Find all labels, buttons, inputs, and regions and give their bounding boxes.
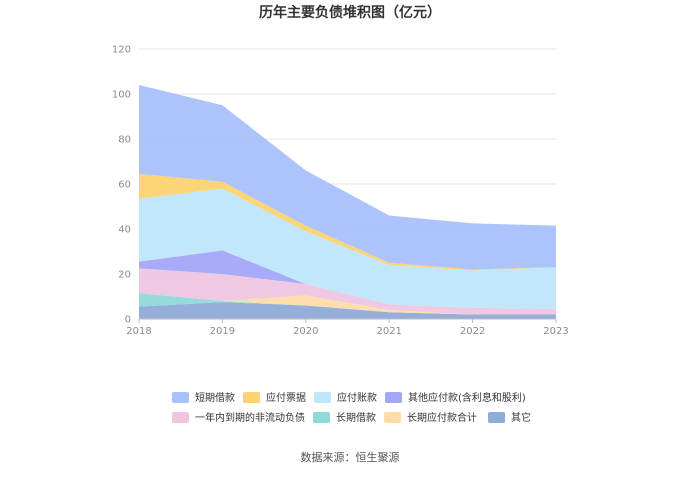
- legend-swatch: [385, 392, 402, 403]
- x-tick-label: 2021: [376, 326, 401, 337]
- x-tick-label: 2022: [460, 326, 485, 337]
- x-tick-label: 2018: [126, 326, 151, 337]
- legend-item[interactable]: 长期借款: [313, 411, 376, 424]
- legend-item[interactable]: 一年内到期的非流动负债: [172, 411, 305, 424]
- area-series-6[interactable]: [139, 173, 556, 271]
- x-tick-label: 2020: [293, 326, 318, 337]
- y-tick-label: 0: [125, 315, 131, 326]
- legend-item[interactable]: 长期应付款合计: [384, 411, 477, 424]
- x-tick-label: 2019: [210, 326, 235, 337]
- area-series-4[interactable]: [139, 250, 556, 309]
- legend-swatch: [172, 392, 189, 403]
- legend-item[interactable]: 应付账款: [314, 391, 377, 404]
- y-tick-label: 80: [118, 135, 131, 146]
- axes: 0 20 40 60 80 100 120 2018 2019 2020 2021 2022 2023: [112, 45, 569, 338]
- y-tick-label: 60: [118, 180, 131, 191]
- legend-label: 长期借款: [336, 411, 376, 424]
- y-tick-label: 40: [118, 225, 131, 236]
- x-tick-label: 2023: [543, 326, 568, 337]
- legend-label: 一年内到期的非流动负债: [195, 411, 305, 424]
- legend-item[interactable]: 短期借款: [172, 391, 235, 404]
- area-series-3[interactable]: [139, 268, 556, 315]
- legend-label: 应付账款: [337, 391, 377, 404]
- area-series-7[interactable]: [139, 85, 556, 270]
- y-tick-label: 100: [112, 90, 131, 101]
- legend-label: 长期应付款合计: [407, 411, 477, 424]
- legend: 短期借款 应付票据 应付账款 其他应付款(含利息和股利) 一年内到期的非流动负债 长期借款…: [172, 391, 531, 424]
- legend-label: 其它: [511, 411, 531, 424]
- legend-label: 应付票据: [266, 391, 306, 404]
- legend-swatch: [384, 412, 401, 423]
- legend-swatch: [313, 412, 330, 423]
- legend-swatch: [172, 412, 189, 423]
- chart-title: 历年主要负债堆积图（亿元）: [259, 4, 441, 21]
- legend-swatch: [243, 392, 260, 403]
- legend-swatch: [488, 412, 505, 423]
- legend-item[interactable]: 其它: [488, 411, 531, 424]
- area-series-2[interactable]: [139, 293, 556, 315]
- legend-label: 短期借款: [195, 391, 235, 404]
- area-series-0[interactable]: [139, 302, 556, 319]
- y-tick-label: 120: [112, 45, 131, 56]
- data-source-note: 数据来源：恒生聚源: [301, 450, 400, 464]
- legend-item[interactable]: 应付票据: [243, 391, 306, 404]
- legend-swatch: [314, 392, 331, 403]
- legend-label: 其他应付款(含利息和股利): [408, 391, 526, 404]
- y-tick-label: 20: [118, 270, 131, 281]
- area-series-layer: [139, 85, 556, 319]
- area-series-5[interactable]: [139, 188, 556, 309]
- legend-item[interactable]: 其他应付款(含利息和股利): [385, 391, 526, 404]
